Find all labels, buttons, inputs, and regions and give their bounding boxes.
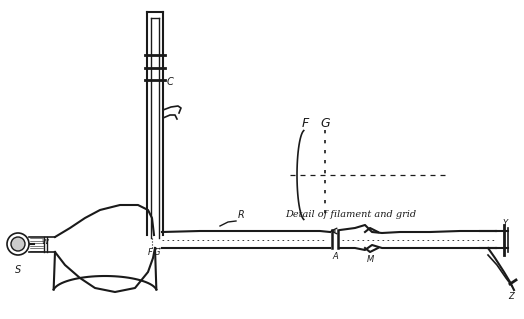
Text: F: F xyxy=(301,117,309,130)
Text: C: C xyxy=(167,77,174,87)
Text: F: F xyxy=(148,248,152,257)
Text: A: A xyxy=(332,252,338,261)
Text: Z: Z xyxy=(508,292,514,301)
Text: G: G xyxy=(320,117,330,130)
Text: Y: Y xyxy=(503,219,508,228)
Text: Detail of filament and grid: Detail of filament and grid xyxy=(285,210,416,219)
Circle shape xyxy=(7,233,29,255)
Text: S: S xyxy=(15,265,21,275)
Text: R: R xyxy=(238,210,245,220)
Circle shape xyxy=(11,237,25,251)
Text: W: W xyxy=(41,239,48,245)
Text: M: M xyxy=(366,255,374,264)
Text: G: G xyxy=(154,248,160,257)
